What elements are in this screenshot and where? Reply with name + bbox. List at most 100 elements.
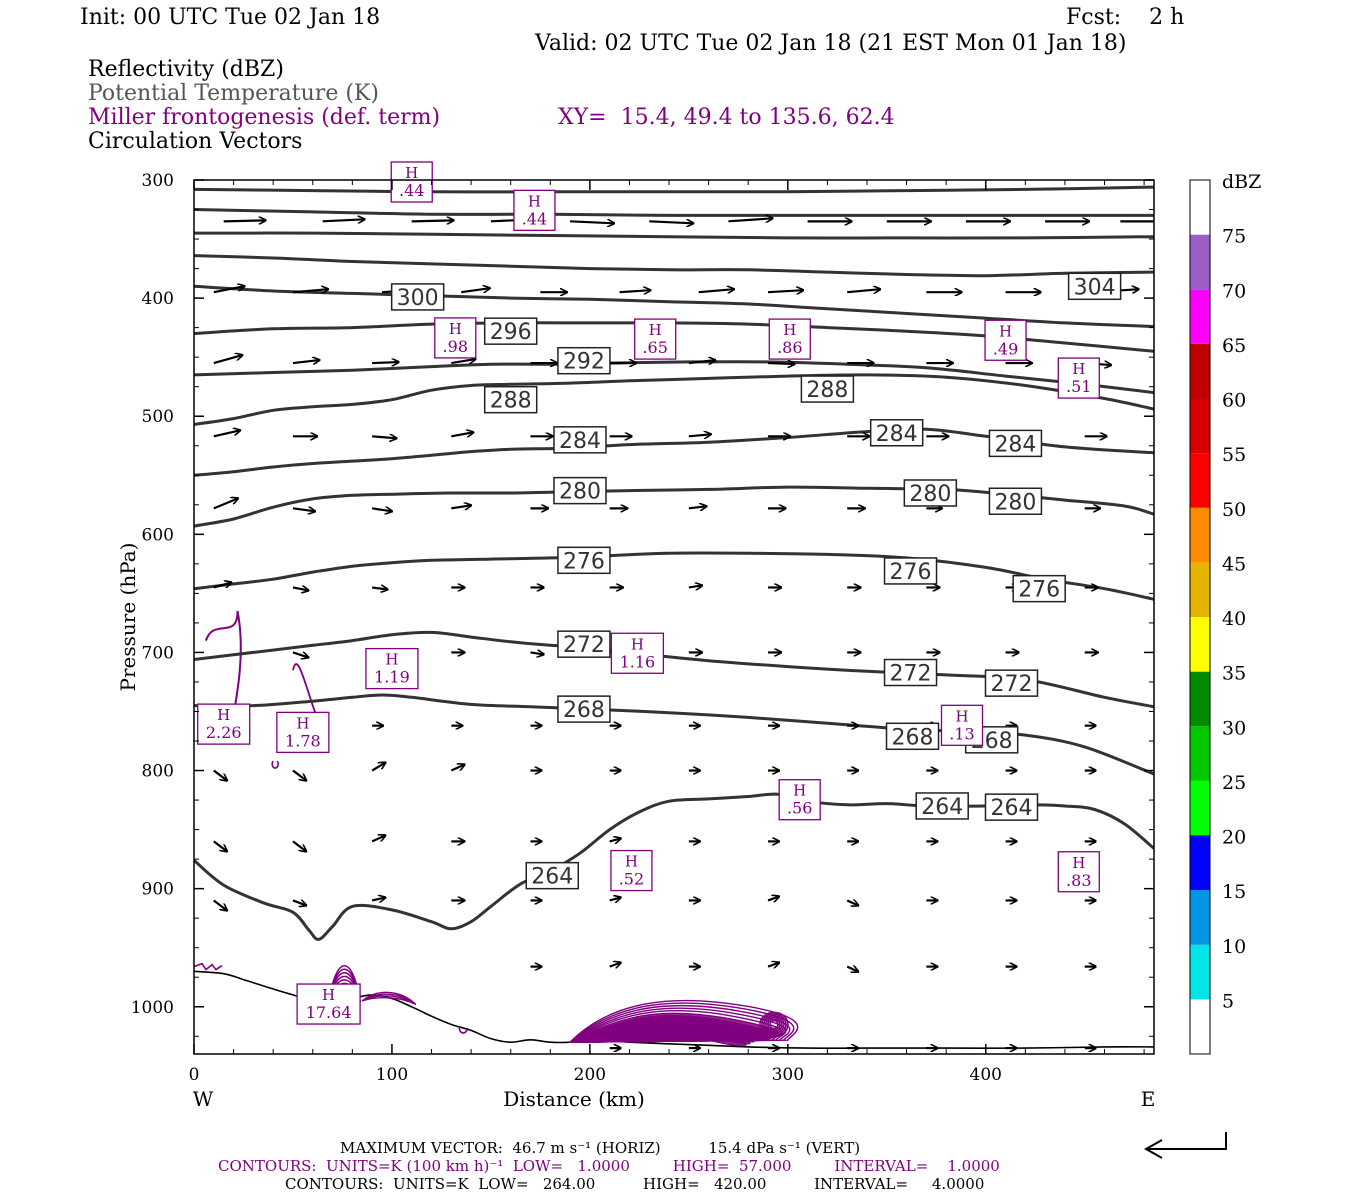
circulation-vector [213, 769, 227, 781]
circulation-vector [371, 508, 392, 511]
colorbar-unit: dBZ [1222, 171, 1261, 193]
colorbar-swatch [1190, 234, 1210, 290]
frontogenesis-max-value: .51 [1066, 377, 1091, 396]
frontogenesis-max-label: H [405, 164, 418, 182]
colorbar-swatch [1190, 398, 1210, 454]
isentrope-label: 264 [525, 861, 580, 890]
isentrope-label-box [885, 722, 940, 751]
frontogenesis-max: H.56 [778, 779, 821, 821]
colorbar-swatch [1190, 453, 1210, 508]
colorbar-swatch [1190, 289, 1210, 344]
colorbar-level-label: 30 [1222, 717, 1246, 739]
frontogenesis-max-box [276, 711, 330, 754]
isentrope-label-box [557, 695, 611, 723]
frontogenesis-contour [271, 760, 279, 769]
isentrope-label: 296 [483, 317, 538, 345]
isentrope-label: 280 [903, 479, 958, 507]
frontogenesis-max-label: H [649, 321, 662, 339]
frontogenesis-max-label: H [322, 986, 335, 1004]
isentrope-label-text: 292 [563, 350, 605, 375]
isentrope-label-box [553, 476, 607, 505]
circulation-vector [688, 434, 711, 436]
frontogenesis-max-value: .44 [522, 209, 547, 228]
frontogenesis-max-box [296, 983, 361, 1025]
colorbar-swatch [1190, 617, 1210, 672]
frontogenesis-max-label: H [631, 635, 644, 653]
circulation-vector [688, 506, 707, 508]
circulation-vector [570, 221, 614, 223]
colorbar-level-label: 15 [1222, 881, 1246, 903]
y-tick-label: 400 [142, 289, 174, 309]
isentrope-label: 300 [390, 283, 445, 311]
colorbar-swatch [1190, 890, 1210, 945]
circulation-vector [609, 963, 621, 967]
isentrope-label: 288 [800, 375, 855, 403]
frontogenesis-max-value: .49 [993, 339, 1018, 358]
frontogenesis-max-label: H [1072, 854, 1085, 872]
y-tick-label: 600 [142, 525, 174, 545]
colorbar-swatch [1190, 671, 1210, 727]
isentrope-label-text: 296 [490, 320, 532, 345]
isentrope-label-text: 288 [806, 378, 848, 403]
frontogenesis-max-value: .13 [949, 724, 974, 743]
x-tick-label: 400 [970, 1065, 1002, 1085]
frontogenesis-max-value: .56 [787, 799, 812, 818]
circulation-vector [451, 359, 475, 363]
colorbar-swatch [1190, 835, 1210, 891]
isentrope-264 [194, 792, 1154, 941]
y-tick-label: 800 [142, 762, 174, 782]
colorbar-level-label: 20 [1222, 827, 1246, 849]
circulation-vector [767, 963, 779, 967]
frontogenesis-contour [568, 999, 799, 1043]
frontogenesis-max-value: 1.78 [285, 731, 321, 750]
frontogenesis-max-value: .86 [777, 338, 802, 357]
circulation-vector [688, 585, 702, 587]
y-tick-label: 1000 [131, 998, 174, 1018]
colorbar-frame [1189, 179, 1211, 1055]
circulation-vector [411, 220, 454, 221]
field-potential-temperature: Potential Temperature (K) [88, 81, 379, 106]
frontogenesis-contour [458, 1027, 469, 1034]
isentrope-label-text: 284 [559, 429, 601, 454]
y-tick-label: 700 [142, 643, 174, 663]
isentrope-label-text: 288 [490, 389, 532, 414]
frontogenesis-max: H.65 [634, 318, 677, 360]
colorbar-swatch [1190, 780, 1210, 836]
axes-layer: 0 100 200 300 400 300 400 500 600 700 800 900 1000 Di… [116, 171, 1155, 1111]
circulation-vector [846, 967, 858, 972]
circulation-vector [223, 220, 266, 221]
frontogenesis-max-label: H [999, 322, 1012, 340]
field-circulation-vectors: Circulation Vectors [88, 129, 303, 154]
isentrope-288 [194, 373, 1154, 426]
isentrope-label-box [390, 283, 445, 311]
frontogenesis-max-value: .65 [642, 338, 667, 357]
isentrope-label: 264 [984, 793, 1039, 821]
isentrope-label: 284 [988, 429, 1043, 457]
isentrope-label-box [883, 658, 938, 687]
plot-frame [193, 179, 1155, 1055]
frontogenesis-max-box [390, 161, 433, 203]
frontogenesis-max-box [610, 849, 653, 892]
reflectivity-layer [194, 610, 799, 1047]
colorbar-level-label: 70 [1222, 280, 1246, 302]
x-tick-label: 0 [189, 1065, 200, 1085]
circulation-vector [213, 582, 232, 589]
frontogenesis-max-value: 1.19 [374, 668, 410, 687]
circulation-vector [371, 835, 385, 843]
colorbar-level-label: 60 [1222, 390, 1246, 412]
frontogenesis-max-label: H [528, 192, 541, 210]
isentrope-label-box [800, 375, 855, 403]
circulation-vector [450, 765, 464, 772]
isentrope-label-text: 264 [990, 796, 1032, 821]
isentrope-label: 288 [483, 385, 538, 414]
frontogenesis-max-value: .83 [1066, 871, 1091, 890]
frontogenesis-max-box [434, 317, 477, 359]
frontogenesis-contour [769, 1019, 779, 1030]
isentrope-300 [194, 284, 1154, 328]
colorbar-swatch [1190, 343, 1210, 399]
circulation-vector [213, 355, 243, 365]
isentrope-label: 272 [883, 658, 938, 687]
circulation-vector [292, 840, 306, 851]
frontogenesis-max: H.44 [513, 189, 556, 231]
circulation-vector [213, 840, 227, 851]
